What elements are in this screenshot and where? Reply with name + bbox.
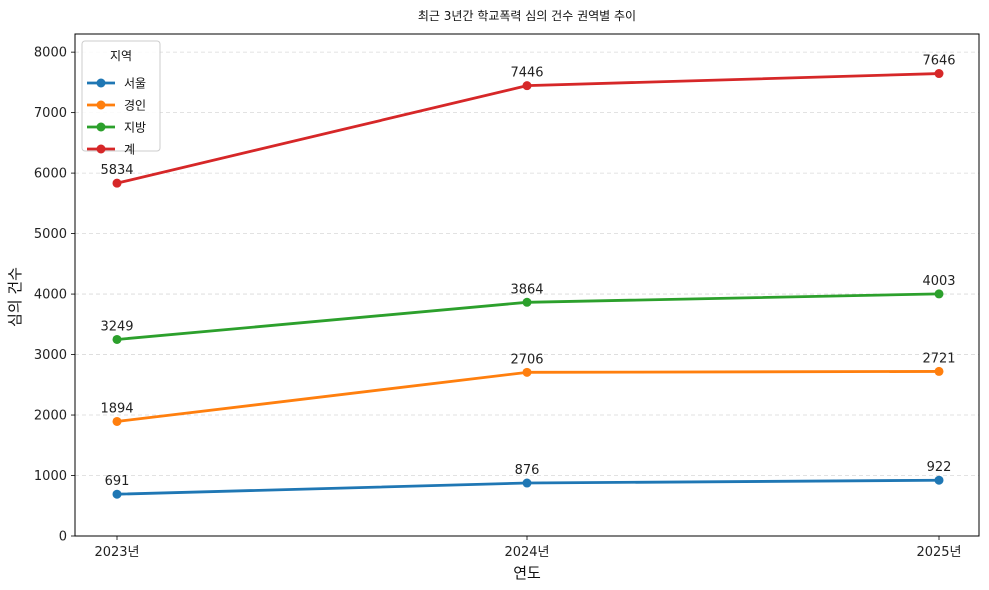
data-point [112,416,122,426]
y-tick-label: 7000 [34,106,67,121]
data-label: 2721 [922,351,955,366]
data-label: 5834 [100,163,133,178]
y-tick-label: 8000 [34,46,67,61]
data-point [522,81,532,91]
y-tick-label: 4000 [34,288,67,303]
data-point [112,489,122,499]
data-label: 1894 [100,401,133,416]
data-label: 3249 [100,319,133,334]
y-axis-title: 심의 건수 [6,267,24,327]
x-axis-title: 연도 [513,564,541,582]
legend-marker [96,144,106,154]
legend-marker [96,78,106,88]
data-label: 4003 [922,274,955,289]
data-point [934,69,944,79]
data-point [522,367,532,377]
data-point [934,289,944,299]
y-tick-label: 0 [59,530,67,545]
x-tick-label: 2024년 [504,545,549,560]
data-point [522,297,532,307]
y-tick-label: 2000 [34,409,67,424]
data-point [934,366,944,376]
data-point [522,478,532,488]
data-label: 2706 [510,352,543,367]
data-label: 7646 [922,54,955,69]
data-point [934,475,944,485]
data-label: 876 [515,463,540,478]
y-tick-label: 1000 [34,469,67,484]
x-tick-label: 2025년 [916,545,961,560]
legend-label: 계 [124,143,135,157]
y-tick-label: 6000 [34,167,67,182]
grid-lines [75,51,979,537]
y-tick-label: 3000 [34,348,67,363]
data-point [112,178,122,188]
legend-title: 지역 [110,49,132,63]
series-line [115,370,941,423]
chart-title: 최근 3년간 학교폭력 심의 건수 권역별 추이 [418,9,636,23]
series-group [112,69,944,499]
data-labels: 691 876 922 1894 2706 2721 3249 3864 4003 5834 744… [100,54,955,490]
legend-label: 지방 [124,121,146,135]
x-tick-label: 2023년 [94,545,139,560]
legend-marker [96,122,106,132]
data-label: 7446 [510,66,543,81]
data-label: 691 [105,474,130,489]
data-label: 3864 [510,282,543,297]
axes: 0 1000 2000 3000 4000 5000 6000 7000 8000 2023년 20… [34,33,980,560]
legend-label: 서울 [124,77,146,91]
y-tick-label: 5000 [34,227,67,242]
data-point [112,334,122,344]
legend-label: 경인 [124,99,146,113]
data-label: 922 [927,460,952,475]
legend-marker [96,100,106,110]
